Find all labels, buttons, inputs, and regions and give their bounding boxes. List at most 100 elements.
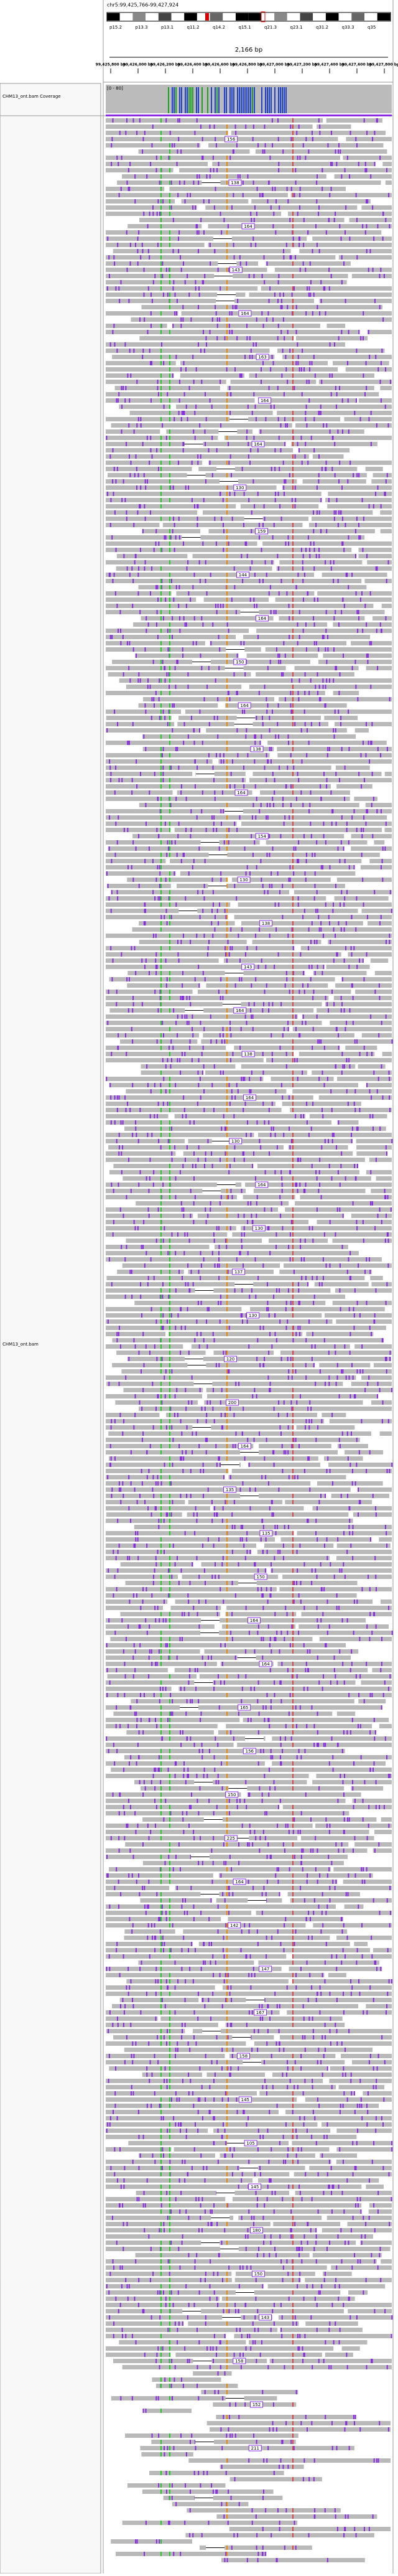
insertion [311,1419,312,1423]
mismatch [292,373,294,378]
insertion [124,498,126,502]
mismatch [169,1077,170,1081]
insertion [152,1382,153,1386]
read [344,417,392,421]
insertion [297,1058,298,1062]
insertion [348,398,349,403]
mismatch [160,548,162,552]
mismatch [292,1550,294,1554]
read [106,1556,330,1560]
insertion [328,268,330,272]
insertion [210,1014,211,1019]
read [106,1114,169,1118]
insertion [145,517,146,521]
insertion [236,336,238,340]
insertion [326,1469,328,1473]
insertion [274,1407,275,1411]
mismatch [160,1718,162,1722]
insertion [363,336,364,340]
insertion [180,255,181,260]
insertion [194,573,195,577]
insertion [339,1207,340,1212]
mismatch [292,921,294,925]
insertion [381,1705,382,1710]
insertion [349,131,351,135]
insertion [231,597,233,602]
mismatch [160,990,162,994]
insertion [300,1705,301,1710]
insertion [119,1481,120,1486]
insertion [199,728,200,733]
mismatch [292,1413,294,1417]
insertion [221,759,222,764]
insertion [330,1220,331,1224]
insertion [349,461,351,465]
insertion [136,1712,137,1716]
read [328,492,392,496]
insertion [196,1519,197,1523]
mismatch [160,996,162,1000]
insertion [241,1288,243,1293]
read [337,1712,355,1716]
insertion [178,517,180,521]
insertion [356,610,358,614]
insertion [182,1164,183,1168]
cytoband [249,13,262,21]
read [259,1444,331,1448]
insertion [231,1612,233,1616]
read [218,759,392,764]
insertion [336,822,337,826]
insertion [288,1375,289,1380]
insertion [370,1201,371,1206]
insertion [132,1083,133,1087]
insertion [131,1481,132,1486]
insertion-label: 164 [244,224,252,229]
insertion [158,1102,159,1106]
insertion [308,965,310,969]
insertion [253,124,254,129]
insertion [368,653,369,658]
read [106,1506,210,1510]
insertion [157,1606,159,1610]
insertion [177,952,178,957]
insertion [177,1014,178,1019]
insertion [282,305,283,309]
insertion [291,187,292,191]
mismatch [226,1319,228,1324]
insertion [175,840,176,845]
insertion [359,1500,360,1504]
insertion [324,1046,325,1050]
insertion [198,286,200,291]
insertion [331,990,333,994]
insertion [237,653,238,658]
insertion [313,1027,314,1031]
mismatch [169,1562,170,1567]
insertion-label: 164 [241,1444,249,1449]
mismatch [292,822,294,826]
insertion [185,1388,186,1392]
read [106,597,196,602]
read [208,243,392,247]
insertion [382,237,384,241]
insertion [298,1288,299,1293]
insertion [172,373,174,378]
insertion [107,237,108,241]
insertion [271,467,272,471]
ruler-label: 99,426,800 bp [233,63,263,67]
mismatch [292,741,294,745]
insertion [290,803,292,807]
mismatch [226,573,228,577]
insertion [205,1151,206,1156]
insertion [248,1344,249,1349]
insertion [272,224,274,228]
insertion [166,1425,167,1430]
insertion [272,1002,273,1006]
insertion [203,1108,205,1112]
insertion [111,1425,112,1430]
read [343,156,392,160]
insertion [205,859,206,863]
mismatch [292,597,294,602]
mismatch [169,1301,170,1305]
insertion [309,1226,310,1230]
insertion [317,1606,318,1610]
